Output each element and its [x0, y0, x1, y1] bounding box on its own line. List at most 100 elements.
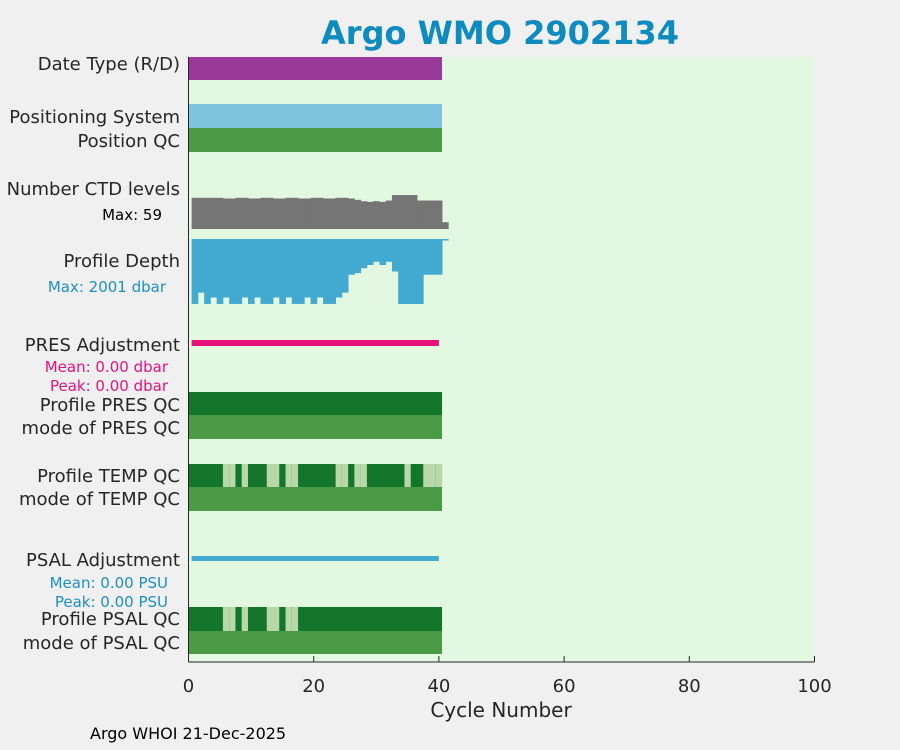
label-mode-psal-qc: mode of PSAL QC [23, 633, 180, 654]
label-psal-adjustment: PSAL Adjustment [26, 550, 180, 571]
ctd-levels-bar [279, 198, 286, 229]
label-pres-adjustment: PRES Adjustment [25, 335, 180, 356]
profile-depth-bar [354, 239, 362, 274]
profile-depth-bar [229, 239, 236, 304]
temp-qc-light-cell [291, 464, 299, 487]
profile-depth-bar [379, 239, 387, 265]
positioning-system-bar [188, 104, 443, 128]
ctd-levels-bar [304, 198, 311, 229]
ctd-levels-bar [316, 197, 324, 229]
label-position-qc: Position QC [77, 131, 180, 152]
ctd-levels-bar [442, 222, 449, 229]
ctd-levels-bar [222, 198, 230, 229]
ctd-levels-bar [260, 197, 268, 229]
psal-qc-light-cell [291, 607, 299, 631]
temp-qc-light-cell [273, 464, 280, 487]
profile-depth-bar [260, 239, 268, 304]
position-qc-bar [188, 128, 443, 152]
profile-depth-bar [348, 239, 355, 275]
ctd-levels-bar [335, 197, 343, 229]
ctd-levels-bar [310, 197, 318, 229]
temp-qc-light-cell [285, 464, 292, 487]
profile-depth-bar [241, 239, 249, 298]
ctd-levels-bar [197, 197, 205, 229]
date-type-bar [188, 57, 443, 80]
temp-qc-light-cell [429, 464, 436, 487]
profile-depth-bar [391, 239, 399, 272]
ctd-levels-bar [410, 195, 418, 229]
temp-qc-light-cell [266, 464, 274, 487]
ctd-levels-bar [341, 197, 349, 229]
profile-depth-bar [323, 239, 330, 304]
ctd-levels-bar [404, 195, 412, 229]
ctd-levels-bar [298, 198, 305, 229]
psal-adjustment-line [191, 556, 439, 561]
psal-qc-light-cell [241, 607, 248, 631]
profile-depth-bar [304, 239, 311, 298]
profile-depth-bar [310, 239, 318, 304]
profile-depth-bar [435, 239, 443, 275]
psal-qc-light-cell [273, 607, 280, 631]
footer-text: Argo WHOI 21-Dec-2025 [90, 724, 287, 743]
pres-adjustment-line [191, 340, 439, 346]
mode-pres-qc-bar [188, 415, 443, 439]
ctd-levels-bar [416, 200, 424, 229]
profile-depth-bar [291, 239, 299, 304]
psal-peak-annotation: Peak: 0.00 PSU [55, 593, 168, 611]
label-profile-depth: Profile Depth [63, 251, 180, 272]
temp-qc-light-cell [435, 464, 443, 487]
x-tick-label: 0 [183, 676, 194, 697]
profile-depth-bar [235, 239, 243, 304]
profile-depth-bar [210, 239, 218, 298]
x-tick-label: 20 [302, 676, 325, 697]
x-tick-label: 80 [678, 676, 701, 697]
profile-depth-bar [254, 239, 261, 298]
profile-depth-bar [204, 239, 211, 304]
ctd-levels-bar [354, 199, 362, 229]
profile-depth-bar [385, 239, 393, 262]
ctd-levels-bar [373, 201, 380, 229]
profile-depth-bar [423, 239, 430, 275]
ctd-levels-bar [323, 198, 330, 229]
profile-depth-bar [410, 239, 418, 304]
label-profile-temp-qc: Profile TEMP QC [37, 466, 180, 487]
profile-depth-bar [273, 239, 280, 298]
psal-qc-light-cell [285, 607, 292, 631]
profile-depth-bar [298, 239, 305, 304]
ctd-levels-bar [235, 197, 243, 229]
temp-qc-light-cell [222, 464, 230, 487]
ctd-levels-bar [191, 197, 199, 229]
ctd-levels-bar [435, 200, 443, 229]
x-axis-label: Cycle Number [430, 698, 572, 722]
temp-qc-light-cell [341, 464, 349, 487]
ctd-levels-bar [398, 195, 405, 229]
x-tick-label: 60 [553, 676, 576, 697]
profile-depth-bar [329, 239, 337, 304]
temp-qc-light-cell [360, 464, 367, 487]
depth-max-annotation: Max: 2001 dbar [48, 278, 167, 296]
chart-title: Argo WMO 2902134 [321, 14, 679, 52]
profile-depth-bar [335, 239, 343, 298]
psal-qc-light-cell [222, 607, 230, 631]
ctd-levels-bar [329, 198, 337, 229]
x-tick-label: 100 [797, 676, 831, 697]
label-ctd-levels: Number CTD levels [7, 179, 180, 200]
ctd-levels-bar [360, 201, 368, 229]
plot-background [188, 57, 815, 662]
ctd-max-annotation: Max: 59 [102, 206, 162, 224]
ctd-levels-bar [266, 197, 274, 229]
ctd-levels-bar [429, 200, 437, 229]
ctd-levels-bar [379, 201, 387, 229]
psal-qc-light-cell [229, 607, 236, 631]
pres-peak-annotation: Peak: 0.00 dbar [50, 377, 169, 395]
profile-depth-bar [216, 239, 224, 304]
label-profile-pres-qc: Profile PRES QC [40, 395, 180, 416]
temp-qc-light-cell [423, 464, 430, 487]
profile-depth-bar [279, 239, 286, 304]
x-tick-label: 40 [427, 676, 450, 697]
temp-qc-light-cell [354, 464, 361, 487]
profile-depth-bar [416, 239, 424, 304]
profile-depth-bar [191, 239, 199, 304]
pres-mean-annotation: Mean: 0.00 dbar [45, 358, 169, 376]
